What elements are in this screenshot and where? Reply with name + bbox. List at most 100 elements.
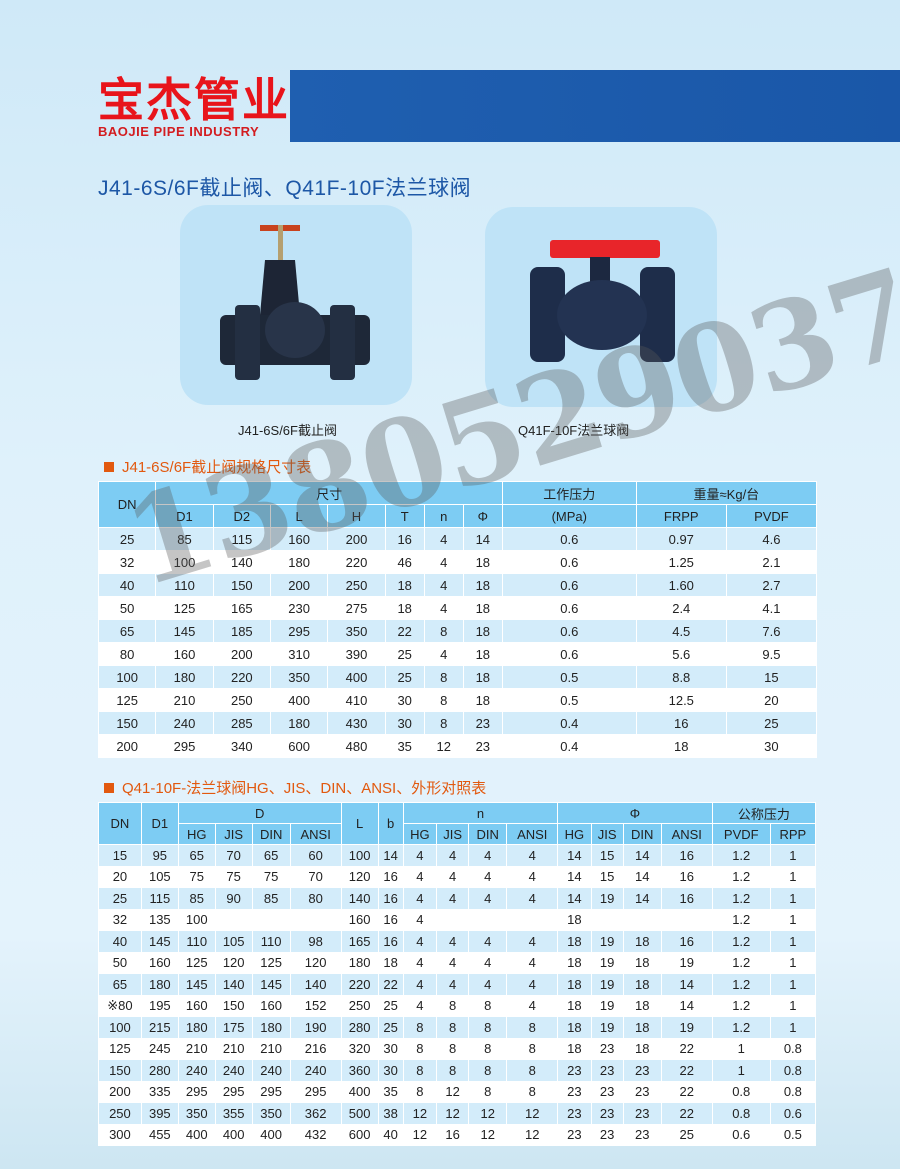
table-cell: 160 xyxy=(155,642,214,666)
table-cell: 145 xyxy=(155,619,214,643)
table-cell: 350 xyxy=(269,665,329,689)
table-cell: 1.60 xyxy=(635,573,727,597)
col-header: JIS xyxy=(214,823,253,845)
table-cell: 18 xyxy=(635,734,727,758)
col-n-group: n xyxy=(402,802,559,824)
table-cell: 12 xyxy=(436,1080,470,1103)
table-cell: 14 xyxy=(557,865,592,888)
table-cell: 23 xyxy=(557,1059,592,1082)
table-cell: 18 xyxy=(622,994,662,1017)
table-cell: 1 xyxy=(769,951,817,974)
table-cell: 100 xyxy=(340,844,379,867)
table-cell: 8 xyxy=(468,994,508,1017)
table-cell: 150 xyxy=(98,1059,142,1082)
col-pressure-group: 公称压力 xyxy=(711,802,817,824)
table-cell: 4 xyxy=(402,951,438,974)
table-cell: 0.6 xyxy=(501,527,637,551)
table-cell: 4 xyxy=(436,951,470,974)
table-cell: 23 xyxy=(590,1080,624,1103)
table-cell: 12 xyxy=(402,1102,438,1125)
table-cell: 295 xyxy=(155,734,214,758)
col-l: L xyxy=(340,802,379,845)
table-cell: 16 xyxy=(660,930,713,953)
table-cell: 25 xyxy=(384,665,425,689)
ball-valve-caption: Q41F-10F法兰球阀 xyxy=(518,423,630,438)
col-pressure-unit: (MPa) xyxy=(501,504,637,528)
table-cell: 8 xyxy=(402,1037,438,1060)
table-cell: 210 xyxy=(251,1037,291,1060)
table-cell: 18 xyxy=(384,573,425,597)
table-cell: 295 xyxy=(214,1080,253,1103)
col-b: b xyxy=(377,802,404,845)
table-cell: 32 xyxy=(98,908,142,931)
table-row: 50 125 165 230 275 18 4 18 0.6 2.4 4.1 xyxy=(97,596,818,620)
table-cell: 430 xyxy=(327,711,386,735)
table-cell: 16 xyxy=(660,865,713,888)
table-row: 100 180 220 350 400 25 8 18 0.5 8.8 15 xyxy=(97,665,818,689)
table-cell: 180 xyxy=(251,1016,291,1039)
table-cell: 180 xyxy=(269,711,329,735)
table-cell xyxy=(590,908,624,931)
table-cell: 240 xyxy=(177,1059,216,1082)
table-cell: 280 xyxy=(140,1059,179,1082)
table-cell: 70 xyxy=(289,865,342,888)
table-cell: 19 xyxy=(590,951,624,974)
table-cell: 50 xyxy=(98,951,142,974)
table-cell: 4 xyxy=(506,930,559,953)
table-cell: 16 xyxy=(436,1123,470,1146)
table-cell: 4 xyxy=(506,994,559,1017)
table-cell: 8 xyxy=(468,1037,508,1060)
table-cell: 200 xyxy=(327,527,386,551)
table-cell: 1 xyxy=(711,1037,771,1060)
table-cell: 80 xyxy=(289,887,342,910)
table-cell: 16 xyxy=(377,887,404,910)
table-cell: 14 xyxy=(557,844,592,867)
col-header: HG xyxy=(177,823,216,845)
table-cell: 220 xyxy=(212,665,271,689)
table-cell: 75 xyxy=(177,865,216,888)
col-d-group: D xyxy=(177,802,342,824)
table-cell: 15 xyxy=(590,865,624,888)
table-cell: 18 xyxy=(462,550,503,574)
col-header: H xyxy=(327,504,386,528)
table-cell: 216 xyxy=(289,1037,342,1060)
table-cell: 1 xyxy=(769,844,817,867)
table-cell: 4 xyxy=(468,887,508,910)
col-header: ANSI xyxy=(506,823,559,845)
table-cell: 9.5 xyxy=(725,642,818,666)
table-cell: 25 xyxy=(98,887,142,910)
table-cell: 400 xyxy=(327,665,386,689)
table-cell: 19 xyxy=(590,973,624,996)
col-pressure: 工作压力 xyxy=(501,481,637,505)
table-cell: 19 xyxy=(590,994,624,1017)
table-cell: 0.6 xyxy=(501,550,637,574)
brand-logo-en: BAOJIE PIPE INDUSTRY xyxy=(98,124,260,139)
table-cell: 23 xyxy=(622,1059,662,1082)
table-row: 250 395 350 355 350 362 500 38 12 12 12 12 23 23 23 22 0… xyxy=(98,1102,817,1125)
table-cell: 16 xyxy=(377,865,404,888)
table-cell: 18 xyxy=(622,951,662,974)
table-row: 150 280 240 240 240 240 360 30 8 8 8 8 23 23 23 22 1 0.8 xyxy=(98,1059,817,1082)
table-cell: 4 xyxy=(468,865,508,888)
table-cell: 4 xyxy=(436,844,470,867)
table-cell: 40 xyxy=(97,573,157,597)
table-cell: 135 xyxy=(140,908,179,931)
table-cell: 23 xyxy=(462,711,503,735)
table-cell: 295 xyxy=(269,619,329,643)
table-cell: 7.6 xyxy=(725,619,818,643)
table-cell: 8 xyxy=(436,1059,470,1082)
table-cell: 120 xyxy=(340,865,379,888)
table-cell: 150 xyxy=(97,711,157,735)
table-cell: 40 xyxy=(377,1123,404,1146)
table-cell: 90 xyxy=(214,887,253,910)
table-cell: 410 xyxy=(327,688,386,712)
table-cell: 0.8 xyxy=(769,1080,817,1103)
table-cell: 100 xyxy=(97,665,157,689)
table-cell: 0.5 xyxy=(769,1123,817,1146)
bullet-square-icon xyxy=(104,783,114,793)
table-cell: 165 xyxy=(212,596,271,620)
table-cell: 8.8 xyxy=(635,665,727,689)
col-size-group: 尺寸 xyxy=(155,481,503,505)
table-cell: 180 xyxy=(155,665,214,689)
brand-logo-cn: 宝杰管业 xyxy=(98,73,290,127)
